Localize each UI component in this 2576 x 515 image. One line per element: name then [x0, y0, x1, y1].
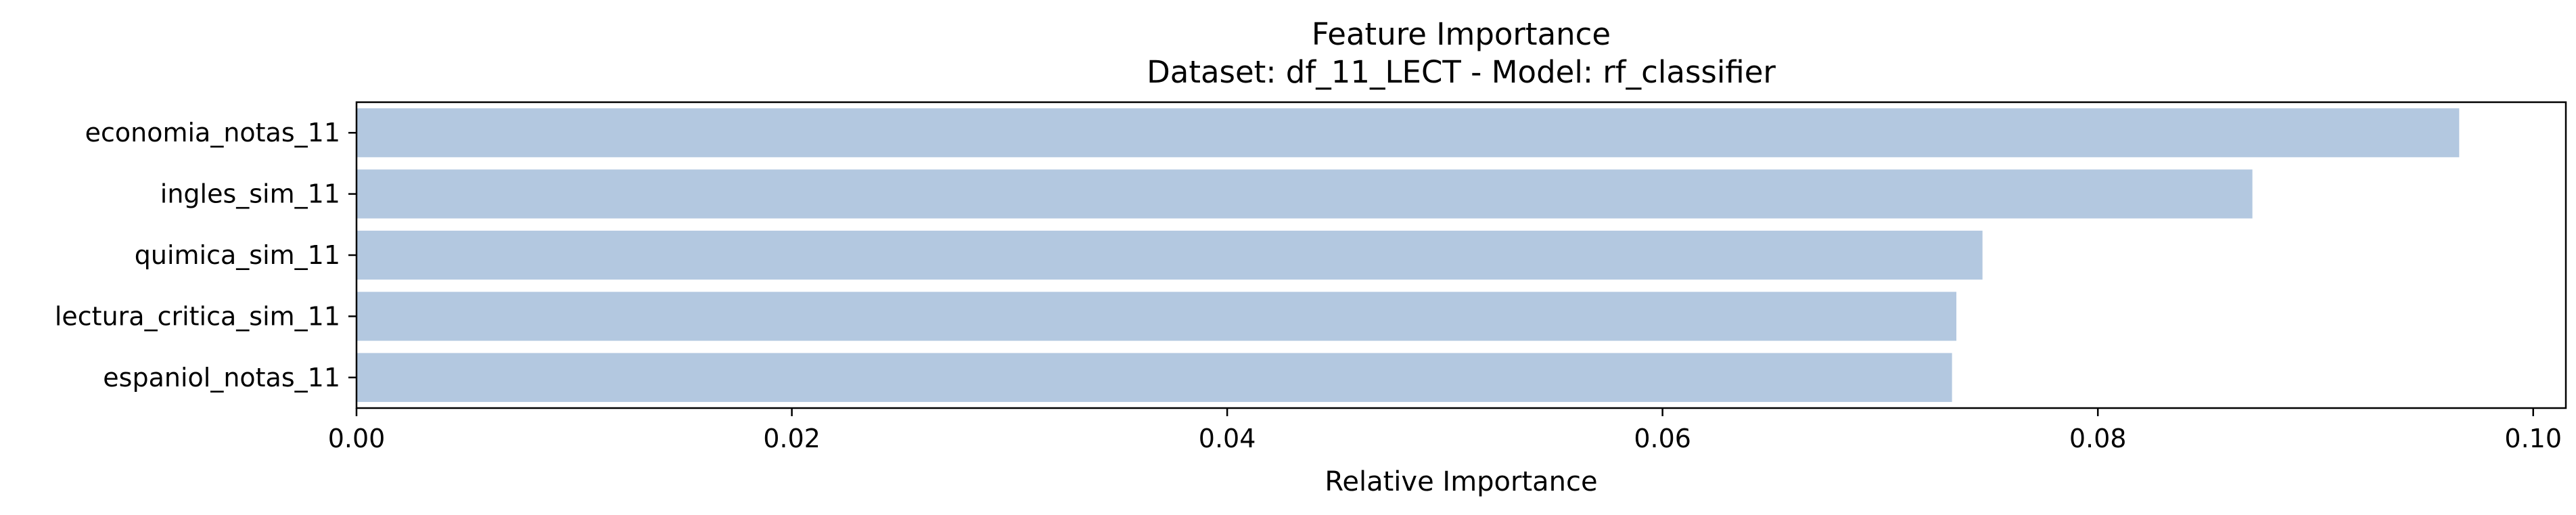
- x-tick-label: 0.06: [1634, 424, 1691, 453]
- x-tick-label: 0.02: [763, 424, 821, 453]
- y-tick-label: quimica_sim_11: [135, 240, 340, 270]
- x-axis-label: Relative Importance: [1325, 466, 1597, 497]
- y-axis: economia_notas_11 ingles_sim_11 quimica_si…: [55, 118, 356, 393]
- y-tick-label: economia_notas_11: [85, 118, 340, 148]
- x-tick-label: 0.10: [2504, 424, 2562, 453]
- x-tick-label: 0.08: [2069, 424, 2127, 453]
- bar-economia-notas-11: [356, 108, 2460, 158]
- y-tick-label: espaniol_notas_11: [103, 363, 340, 393]
- x-tick-label: 0.00: [328, 424, 386, 453]
- x-tick-label: 0.04: [1199, 424, 1256, 453]
- x-axis: 0.00 0.02 0.04 0.06 0.08 0.10: [328, 408, 2562, 453]
- chart-subtitle: Dataset: df_11_LECT - Model: rf_classifi…: [1147, 54, 1776, 90]
- bars-group: [356, 108, 2460, 402]
- bar-quimica-sim-11: [356, 230, 1983, 280]
- chart-title: Feature Importance: [1312, 16, 1611, 52]
- bar-espaniol-notas-11: [356, 353, 1952, 402]
- bar-lectura-critica-sim-11: [356, 292, 1957, 341]
- y-tick-label: ingles_sim_11: [160, 179, 340, 209]
- y-tick-label: lectura_critica_sim_11: [55, 301, 340, 331]
- bar-ingles-sim-11: [356, 169, 2253, 219]
